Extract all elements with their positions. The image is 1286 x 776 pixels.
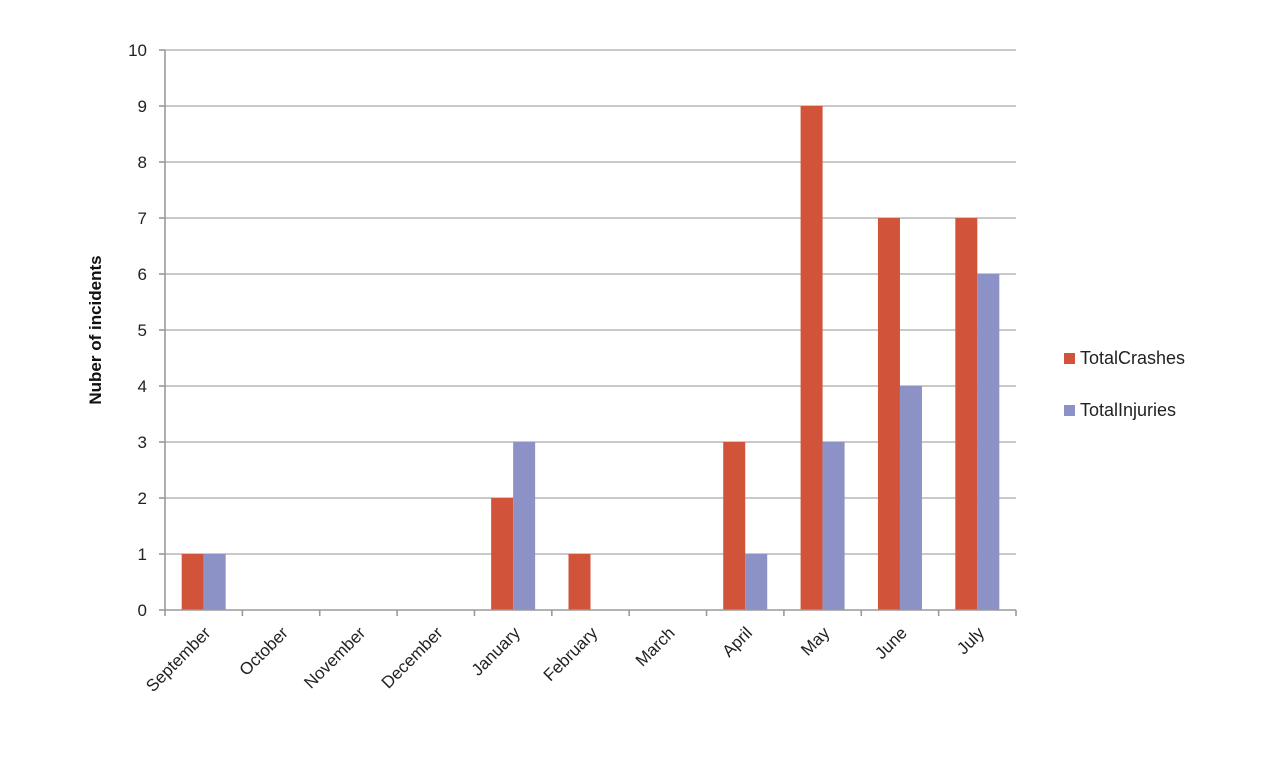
x-tick-labels: September October November December January F… (142, 623, 988, 696)
bar-totalcrashes-september (181, 554, 204, 610)
legend-label-totalinjuries: TotalInjuries (1080, 400, 1176, 420)
y-tick-label-4: 4 (138, 377, 147, 396)
y-tick-label-0: 0 (138, 601, 147, 620)
legend: TotalCrashes TotalInjuries (1064, 348, 1185, 420)
gridlines (165, 49, 1016, 555)
bars (181, 106, 1000, 610)
bar-totalinjuries-april (745, 554, 768, 610)
x-tick-label-october: October (236, 623, 292, 679)
x-tick-label-january: January (468, 623, 525, 680)
y-tick-label-10: 10 (128, 41, 147, 60)
bar-totalcrashes-february (568, 554, 591, 610)
x-tick-label-september: September (142, 623, 214, 695)
x-tick-label-july: July (953, 623, 988, 658)
x-tick-label-april: April (719, 623, 756, 660)
y-tick-label-9: 9 (138, 97, 147, 116)
y-tick-label-5: 5 (138, 321, 147, 340)
y-tick-label-6: 6 (138, 265, 147, 284)
y-tick-label-7: 7 (138, 209, 147, 228)
x-tick-label-december: December (378, 623, 447, 692)
y-tick-label-3: 3 (138, 433, 147, 452)
bar-totalinjuries-september (203, 554, 226, 610)
bar-totalcrashes-may (800, 106, 823, 610)
x-tick-label-march: March (632, 623, 679, 670)
bar-totalinjuries-june (899, 386, 922, 610)
axes (159, 49, 1017, 616)
y-tick-label-2: 2 (138, 489, 147, 508)
y-tick-labels: 0 1 2 3 4 5 6 7 8 9 10 (128, 41, 147, 620)
x-tick-label-february: February (540, 623, 602, 685)
legend-label-totalcrashes: TotalCrashes (1080, 348, 1185, 368)
legend-swatch-totalinjuries (1064, 405, 1075, 416)
bar-totalinjuries-january (513, 442, 536, 610)
x-tick-label-november: November (300, 623, 369, 692)
bar-totalcrashes-april (723, 442, 746, 610)
y-tick-label-8: 8 (138, 153, 147, 172)
bar-totalinjuries-may (822, 442, 845, 610)
bar-totalinjuries-july (977, 274, 1000, 610)
y-tick-label-1: 1 (138, 545, 147, 564)
bar-totalcrashes-june (877, 218, 900, 610)
legend-swatch-totalcrashes (1064, 353, 1075, 364)
x-tick-label-may: May (797, 623, 833, 659)
x-tick-label-june: June (871, 623, 911, 663)
bar-totalcrashes-july (955, 218, 978, 610)
y-axis-label: Nuber of incidents (86, 255, 105, 404)
bar-totalcrashes-january (491, 498, 514, 610)
